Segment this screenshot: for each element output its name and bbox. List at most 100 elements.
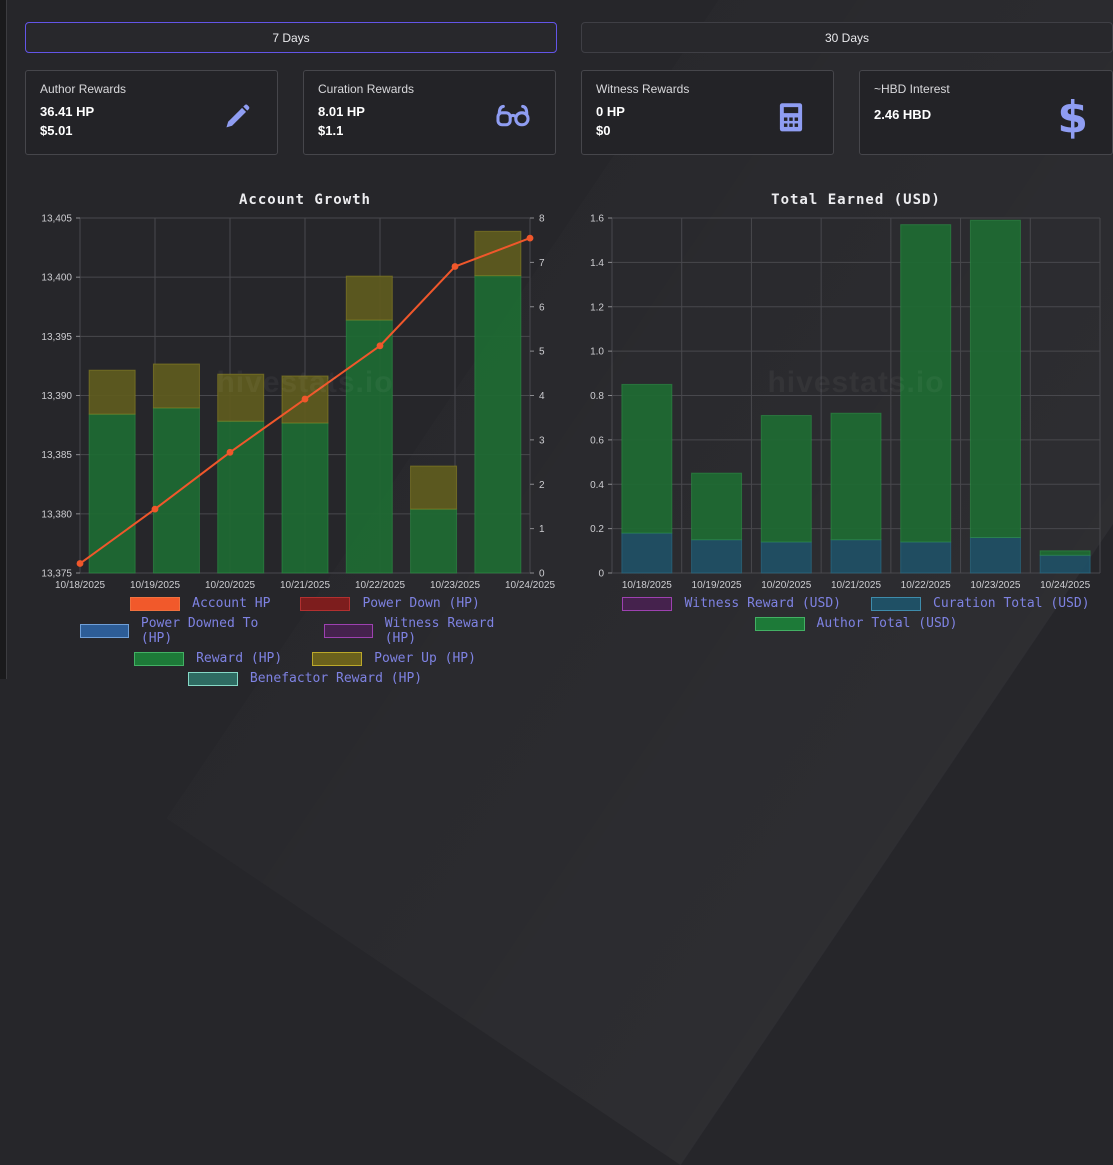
x-axis-label: 10/22/2025 (901, 580, 951, 591)
pencil-icon (221, 100, 253, 132)
card-title: Witness Rewards (596, 82, 819, 96)
legend-row: Reward (HP) Power Up (HP) (80, 651, 530, 666)
x-axis-label: 10/18/2025 (622, 580, 672, 591)
legend-label: Power Up (HP) (374, 651, 476, 666)
card-title: Curation Rewards (318, 82, 541, 96)
legend-label: Author Total (USD) (817, 616, 958, 631)
y-axis-right-label: 8 (539, 214, 545, 225)
legend-swatch (80, 624, 129, 638)
legend-row: Author Total (USD) (612, 616, 1100, 631)
line-point-account-hp (227, 449, 234, 456)
legend-item-power-downed-to-hp[interactable]: Power Downed To (HP) (80, 616, 294, 646)
bar-segment-author-total-usd (1040, 551, 1090, 555)
card-title: Author Rewards (40, 82, 263, 96)
legend-label: Witness Reward (HP) (385, 616, 530, 646)
total-earned-chart: Total Earned (USD) 00.20.40.60.81.01.21.… (585, 190, 1113, 679)
bar-segment-author-total-usd (901, 225, 951, 542)
tab-7-days[interactable]: 7 Days (25, 22, 557, 53)
y-axis-right-label: 1 (539, 524, 545, 535)
legend-label: Curation Total (USD) (933, 596, 1090, 611)
legend-swatch (871, 597, 921, 611)
y-axis-right-label: 6 (539, 302, 545, 313)
y-axis-label: 0.4 (590, 480, 604, 491)
legend-label: Reward (HP) (196, 651, 282, 666)
legend-label: Power Downed To (HP) (141, 616, 294, 646)
bar-segment-power-up-hp (475, 231, 521, 275)
calculator-icon (773, 99, 809, 135)
y-axis-right-label: 7 (539, 258, 545, 269)
y-axis-right-label: 5 (539, 347, 545, 358)
bar-segment-curation-total-usd (901, 542, 951, 573)
legend-item-account-hp[interactable]: Account HP (130, 596, 270, 611)
y-axis-label: 13,405 (41, 214, 72, 225)
x-axis-label: 10/18/2025 (55, 580, 105, 591)
legend-label: Power Down (HP) (362, 596, 479, 611)
legend-item-power-up-hp[interactable]: Power Up (HP) (312, 651, 476, 666)
legend-swatch (755, 617, 805, 631)
y-axis-label: 13,390 (41, 391, 72, 402)
hbd-interest-card: ~HBD Interest 2.46 HBD $ (859, 70, 1113, 155)
line-point-account-hp (377, 342, 384, 349)
glasses-icon (495, 102, 531, 130)
x-axis-label: 10/23/2025 (970, 580, 1020, 591)
bar-segment-curation-total-usd (761, 542, 811, 573)
legend-swatch (324, 624, 373, 638)
bar-segment-author-total-usd (761, 415, 811, 541)
tab-30-days[interactable]: 30 Days (581, 22, 1113, 53)
legend-item-curation-total-usd[interactable]: Curation Total (USD) (871, 596, 1090, 611)
legend-item-witness-reward-usd[interactable]: Witness Reward (USD) (622, 596, 841, 611)
x-axis-label: 10/20/2025 (205, 580, 255, 591)
bar-segment-curation-total-usd (622, 533, 672, 573)
y-axis-label: 13,400 (41, 273, 72, 284)
legend-item-reward-hp[interactable]: Reward (HP) (134, 651, 282, 666)
y-axis-right-label: 4 (539, 391, 545, 402)
x-axis-label: 10/19/2025 (130, 580, 180, 591)
x-axis-label: 10/20/2025 (761, 580, 811, 591)
legend-label: Account HP (192, 596, 270, 611)
chart-title: Total Earned (USD) (612, 192, 1100, 208)
bar-segment-author-total-usd (831, 413, 881, 539)
line-point-account-hp (452, 263, 459, 270)
legend-item-author-total-usd[interactable]: Author Total (USD) (755, 616, 958, 631)
y-axis-right-label: 2 (539, 480, 545, 491)
bar-segment-curation-total-usd (692, 540, 742, 573)
x-axis-label: 10/23/2025 (430, 580, 480, 591)
account-growth-plot: 13,37513,38013,38513,39013,39513,40013,4… (30, 210, 555, 592)
line-point-account-hp (302, 396, 309, 403)
y-axis-label: 0.6 (590, 435, 604, 446)
bar-segment-power-up-hp (346, 276, 392, 320)
line-point-account-hp (527, 235, 534, 242)
account-growth-chart: Account Growth 13,375 13,380 13,385 13,390 1… (30, 190, 555, 679)
x-axis-label: 10/22/2025 (355, 580, 405, 591)
dollar-icon: $ (1057, 97, 1088, 137)
bar-segment-power-up-hp (89, 370, 135, 414)
legend-item-witness-reward-hp[interactable]: Witness Reward (HP) (324, 616, 530, 646)
bar-segment-reward-hp (475, 276, 521, 573)
legend-label: Witness Reward (USD) (684, 596, 841, 611)
line-point-account-hp (152, 506, 159, 513)
chart-title: Account Growth (80, 192, 530, 208)
witness-rewards-card: Witness Rewards 0 HP $0 (581, 70, 834, 155)
total-earned-plot: 00.20.40.60.81.01.21.41.610/18/202510/19… (585, 210, 1113, 592)
bar-segment-author-total-usd (622, 384, 672, 533)
y-axis-label: 13,375 (41, 569, 72, 580)
bar-segment-reward-hp (153, 408, 199, 573)
y-axis-label: 13,380 (41, 509, 72, 520)
legend-swatch (312, 652, 362, 666)
bar-segment-curation-total-usd (831, 540, 881, 573)
author-rewards-card: Author Rewards 36.41 HP $5.01 (25, 70, 278, 155)
bar-segment-reward-hp (89, 414, 135, 573)
bar-segment-author-total-usd (692, 473, 742, 540)
total-earned-legend: Witness Reward (USD) Curation Total (USD)… (612, 596, 1100, 636)
y-axis-label: 1.0 (590, 347, 604, 358)
account-growth-legend: Account HP Power Down (HP) Power Downed To… (80, 596, 530, 691)
bar-segment-power-up-hp (153, 364, 199, 408)
legend-item-power-down-hp[interactable]: Power Down (HP) (300, 596, 479, 611)
y-axis-right-label: 3 (539, 435, 545, 446)
y-axis-label: 1.4 (590, 258, 604, 269)
y-axis-label: 13,385 (41, 450, 72, 461)
legend-swatch (134, 652, 184, 666)
legend-row: Power Downed To (HP) Witness Reward (HP) (80, 616, 530, 646)
y-axis-label: 0.2 (590, 524, 604, 535)
y-axis-label: 1.6 (590, 214, 604, 225)
